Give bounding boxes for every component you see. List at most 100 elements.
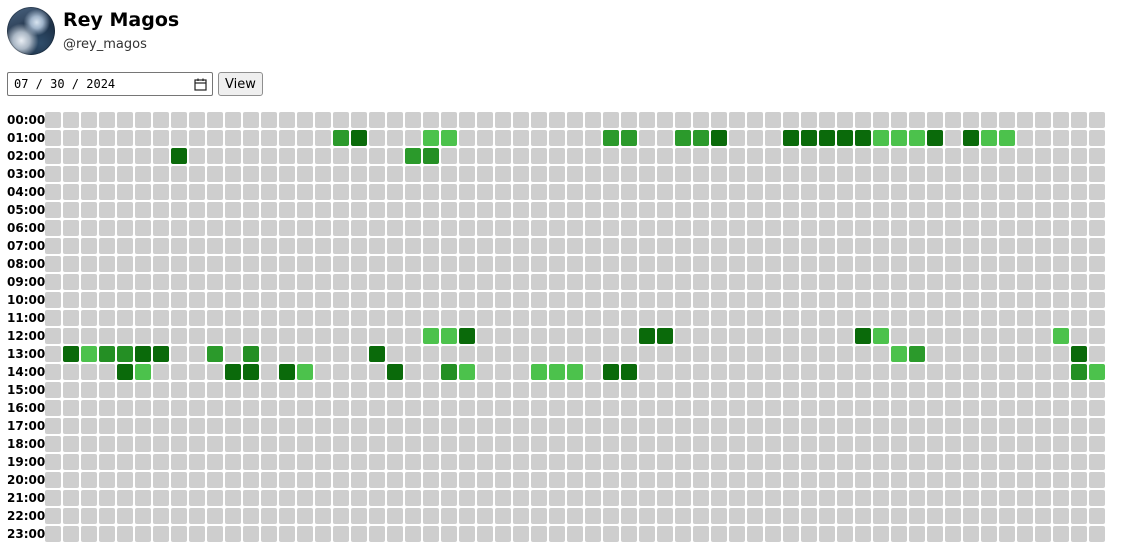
heatmap-cell[interactable] — [783, 346, 799, 362]
heatmap-cell[interactable] — [207, 346, 223, 362]
heatmap-cell[interactable] — [387, 238, 403, 254]
heatmap-cell[interactable] — [261, 256, 277, 272]
heatmap-cell[interactable] — [1035, 454, 1051, 470]
heatmap-cell[interactable] — [585, 238, 601, 254]
heatmap-cell[interactable] — [477, 238, 493, 254]
heatmap-cell[interactable] — [477, 310, 493, 326]
heatmap-cell[interactable] — [801, 382, 817, 398]
heatmap-cell[interactable] — [621, 148, 637, 164]
heatmap-cell[interactable] — [1053, 112, 1069, 128]
heatmap-cell[interactable] — [423, 310, 439, 326]
heatmap-cell[interactable] — [603, 400, 619, 416]
heatmap-cell[interactable] — [117, 364, 133, 380]
heatmap-cell[interactable] — [945, 508, 961, 524]
heatmap-cell[interactable] — [153, 274, 169, 290]
heatmap-cell[interactable] — [333, 274, 349, 290]
heatmap-cell[interactable] — [135, 508, 151, 524]
heatmap-cell[interactable] — [153, 328, 169, 344]
heatmap-cell[interactable] — [873, 382, 889, 398]
heatmap-cell[interactable] — [1071, 238, 1087, 254]
heatmap-cell[interactable] — [99, 310, 115, 326]
heatmap-cell[interactable] — [387, 166, 403, 182]
heatmap-cell[interactable] — [981, 274, 997, 290]
heatmap-cell[interactable] — [621, 526, 637, 542]
heatmap-cell[interactable] — [693, 256, 709, 272]
heatmap-cell[interactable] — [1053, 382, 1069, 398]
heatmap-cell[interactable] — [171, 148, 187, 164]
heatmap-cell[interactable] — [243, 346, 259, 362]
heatmap-cell[interactable] — [783, 238, 799, 254]
heatmap-cell[interactable] — [423, 526, 439, 542]
heatmap-cell[interactable] — [999, 310, 1015, 326]
heatmap-cell[interactable] — [225, 238, 241, 254]
heatmap-cell[interactable] — [279, 526, 295, 542]
heatmap-cell[interactable] — [495, 310, 511, 326]
heatmap-cell[interactable] — [531, 364, 547, 380]
heatmap-cell[interactable] — [567, 166, 583, 182]
heatmap-cell[interactable] — [153, 202, 169, 218]
heatmap-cell[interactable] — [279, 220, 295, 236]
heatmap-cell[interactable] — [747, 292, 763, 308]
heatmap-cell[interactable] — [333, 328, 349, 344]
heatmap-cell[interactable] — [567, 490, 583, 506]
heatmap-cell[interactable] — [603, 148, 619, 164]
heatmap-cell[interactable] — [315, 148, 331, 164]
heatmap-cell[interactable] — [297, 310, 313, 326]
heatmap-cell[interactable] — [441, 112, 457, 128]
heatmap-cell[interactable] — [225, 490, 241, 506]
heatmap-cell[interactable] — [495, 418, 511, 434]
heatmap-cell[interactable] — [873, 274, 889, 290]
heatmap-cell[interactable] — [657, 418, 673, 434]
heatmap-cell[interactable] — [837, 454, 853, 470]
heatmap-cell[interactable] — [171, 472, 187, 488]
heatmap-cell[interactable] — [981, 526, 997, 542]
heatmap-cell[interactable] — [801, 400, 817, 416]
heatmap-cell[interactable] — [387, 112, 403, 128]
heatmap-cell[interactable] — [261, 490, 277, 506]
heatmap-cell[interactable] — [495, 526, 511, 542]
heatmap-cell[interactable] — [639, 454, 655, 470]
heatmap-cell[interactable] — [189, 436, 205, 452]
heatmap-cell[interactable] — [279, 256, 295, 272]
heatmap-cell[interactable] — [765, 508, 781, 524]
heatmap-cell[interactable] — [855, 274, 871, 290]
heatmap-cell[interactable] — [621, 418, 637, 434]
heatmap-cell[interactable] — [99, 130, 115, 146]
heatmap-cell[interactable] — [549, 166, 565, 182]
heatmap-cell[interactable] — [477, 382, 493, 398]
heatmap-cell[interactable] — [891, 292, 907, 308]
heatmap-cell[interactable] — [279, 310, 295, 326]
heatmap-cell[interactable] — [765, 256, 781, 272]
heatmap-cell[interactable] — [45, 238, 61, 254]
heatmap-cell[interactable] — [153, 238, 169, 254]
heatmap-cell[interactable] — [1053, 346, 1069, 362]
heatmap-cell[interactable] — [531, 112, 547, 128]
heatmap-cell[interactable] — [63, 166, 79, 182]
heatmap-cell[interactable] — [297, 184, 313, 200]
heatmap-cell[interactable] — [351, 148, 367, 164]
heatmap-cell[interactable] — [531, 490, 547, 506]
heatmap-cell[interactable] — [675, 526, 691, 542]
heatmap-cell[interactable] — [261, 166, 277, 182]
heatmap-cell[interactable] — [639, 346, 655, 362]
heatmap-cell[interactable] — [765, 220, 781, 236]
heatmap-cell[interactable] — [225, 382, 241, 398]
heatmap-cell[interactable] — [117, 130, 133, 146]
heatmap-cell[interactable] — [783, 364, 799, 380]
heatmap-cell[interactable] — [567, 346, 583, 362]
heatmap-cell[interactable] — [891, 508, 907, 524]
heatmap-cell[interactable] — [657, 148, 673, 164]
heatmap-cell[interactable] — [81, 454, 97, 470]
heatmap-cell[interactable] — [81, 382, 97, 398]
heatmap-cell[interactable] — [369, 364, 385, 380]
heatmap-cell[interactable] — [279, 400, 295, 416]
heatmap-cell[interactable] — [45, 346, 61, 362]
heatmap-cell[interactable] — [801, 238, 817, 254]
heatmap-cell[interactable] — [1071, 166, 1087, 182]
heatmap-cell[interactable] — [63, 112, 79, 128]
heatmap-cell[interactable] — [621, 292, 637, 308]
heatmap-cell[interactable] — [693, 454, 709, 470]
heatmap-cell[interactable] — [207, 364, 223, 380]
heatmap-cell[interactable] — [1017, 148, 1033, 164]
heatmap-cell[interactable] — [711, 436, 727, 452]
